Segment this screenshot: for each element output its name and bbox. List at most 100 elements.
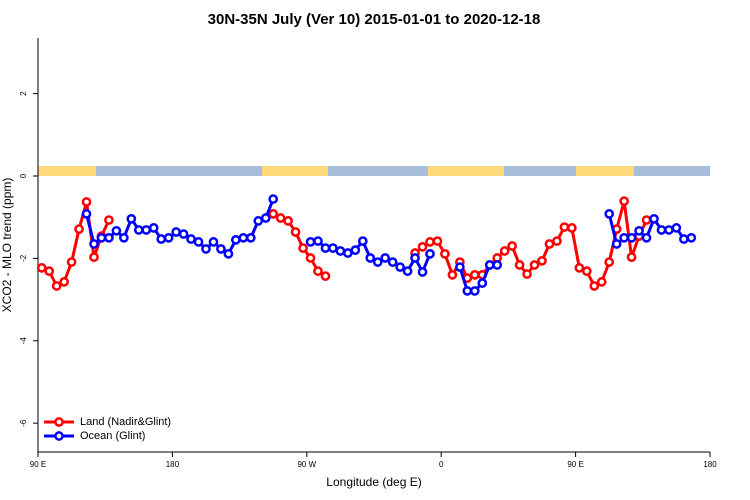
x-tick-label: 90 E xyxy=(30,460,46,469)
data-point xyxy=(552,236,562,246)
data-point xyxy=(604,257,615,267)
data-point xyxy=(686,232,697,243)
data-point xyxy=(268,194,279,204)
x-tick-label: 0 xyxy=(439,460,444,469)
data-point xyxy=(649,213,659,224)
data-point xyxy=(201,244,211,254)
land-band xyxy=(576,166,634,176)
data-point xyxy=(387,257,398,267)
data-point xyxy=(581,266,592,277)
data-point xyxy=(469,286,480,296)
legend-marker xyxy=(54,431,64,441)
land-band xyxy=(428,166,504,176)
data-point xyxy=(238,232,249,243)
data-point xyxy=(410,253,420,263)
x-axis-title: Longitude (deg E) xyxy=(326,475,421,489)
legend-label: Land (Nadir&Glint) xyxy=(80,416,171,428)
data-point xyxy=(589,281,600,291)
data-point xyxy=(245,232,256,243)
data-point xyxy=(604,209,615,219)
data-point xyxy=(559,222,570,232)
data-point xyxy=(186,234,196,244)
data-point xyxy=(417,242,428,252)
data-point xyxy=(320,243,331,253)
data-point xyxy=(156,234,167,244)
data-point xyxy=(641,215,652,225)
data-point xyxy=(163,232,174,243)
data-point xyxy=(664,225,674,235)
data-point xyxy=(51,281,62,291)
data-point xyxy=(522,269,532,279)
data-point xyxy=(133,225,144,235)
x-tick-label: 90 E xyxy=(567,460,583,469)
data-point xyxy=(462,286,473,296)
data-point xyxy=(81,209,92,219)
data-point xyxy=(313,266,323,277)
data-point xyxy=(119,232,129,243)
data-point xyxy=(141,225,152,235)
data-point xyxy=(395,262,405,272)
legend-label: Ocean (Glint) xyxy=(80,430,145,442)
data-point xyxy=(335,246,346,256)
x-tick-label: 180 xyxy=(703,460,717,469)
data-point xyxy=(425,249,435,259)
data-point xyxy=(417,267,428,277)
y-tick-label: 2 xyxy=(19,91,28,96)
data-point xyxy=(343,248,353,258)
data-point xyxy=(223,249,234,259)
x-tick-label: 180 xyxy=(166,460,180,469)
data-point xyxy=(111,225,122,236)
data-point xyxy=(81,197,92,207)
data-point xyxy=(634,225,644,236)
land-band xyxy=(262,166,328,176)
data-point xyxy=(357,236,368,246)
data-point xyxy=(574,263,585,273)
data-point xyxy=(328,243,338,253)
y-tick-label: -2 xyxy=(19,254,28,262)
data-point xyxy=(469,270,480,280)
data-point xyxy=(499,246,510,256)
data-point xyxy=(679,234,689,244)
data-point xyxy=(477,278,488,288)
data-point xyxy=(529,260,540,270)
data-point xyxy=(44,266,55,277)
data-point xyxy=(380,253,391,263)
data-point xyxy=(275,213,286,223)
data-point xyxy=(544,239,555,249)
data-point xyxy=(619,196,629,206)
ocean-band xyxy=(38,166,710,176)
data-point xyxy=(313,236,323,246)
data-point xyxy=(432,236,443,246)
data-point xyxy=(656,225,667,235)
data-point xyxy=(171,227,181,237)
data-point xyxy=(455,262,465,272)
data-point xyxy=(104,215,114,225)
data-point xyxy=(567,223,577,233)
data-point xyxy=(484,260,495,270)
data-point xyxy=(283,216,293,226)
data-point xyxy=(641,232,652,243)
y-tick-label: -4 xyxy=(19,337,28,345)
data-point xyxy=(440,249,450,259)
data-point xyxy=(447,270,458,280)
data-point xyxy=(66,257,77,267)
data-point xyxy=(402,266,413,277)
data-point xyxy=(305,237,316,247)
y-tick-label: 0 xyxy=(19,173,28,178)
data-point xyxy=(74,224,84,234)
data-point xyxy=(626,232,637,243)
data-point xyxy=(365,253,376,263)
data-point xyxy=(253,216,264,226)
data-point xyxy=(148,223,159,233)
data-point xyxy=(260,213,271,223)
data-point xyxy=(611,239,622,249)
data-point xyxy=(216,244,226,254)
data-point xyxy=(305,253,316,263)
legend-marker xyxy=(54,417,64,427)
data-point xyxy=(89,239,99,249)
data-point xyxy=(425,237,435,247)
data-point xyxy=(596,277,607,287)
data-point xyxy=(89,252,99,263)
data-point xyxy=(126,213,137,224)
